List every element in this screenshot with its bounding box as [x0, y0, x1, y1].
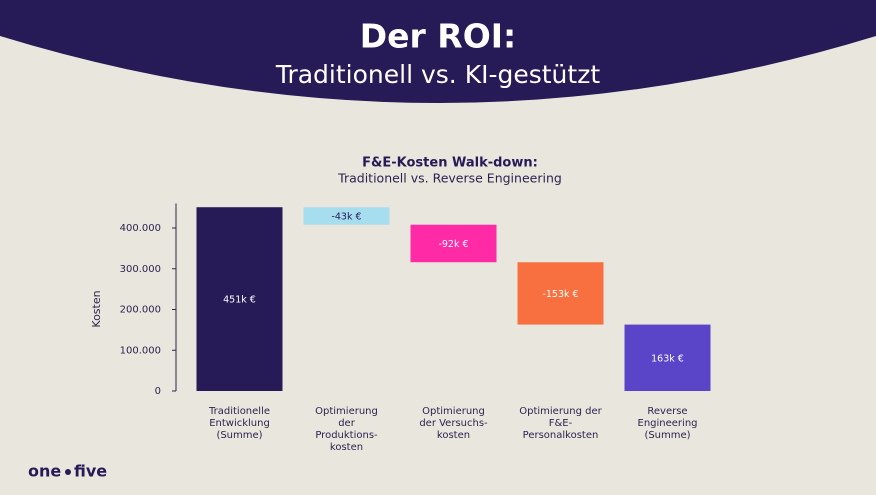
- logo-dot: [65, 469, 71, 475]
- chart-title: F&E-Kosten Walk-down:: [362, 156, 538, 171]
- y-tick-label: 0: [155, 386, 161, 397]
- value-label: -92k €: [438, 239, 468, 250]
- bar: [517, 262, 604, 325]
- y-tick-label: 100.000: [120, 345, 161, 356]
- x-tick-label: Optimierung der Versuchs- kosten: [419, 406, 488, 441]
- slide-subtitle: Traditionell vs. KI-gestützt: [275, 60, 600, 89]
- bar: [410, 224, 497, 263]
- header-shape: [0, 0, 876, 103]
- value-label: -43k €: [331, 211, 361, 222]
- value-label: -153k €: [542, 289, 578, 300]
- value-label: 451k €: [223, 295, 256, 306]
- logo-left: one: [28, 462, 61, 481]
- y-tick-label: 400.000: [120, 223, 161, 234]
- slide-title: Der ROI:: [360, 17, 516, 56]
- chart-subtitle: Traditionell vs. Reverse Engineering: [337, 171, 562, 186]
- y-axis-label: Kosten: [90, 290, 103, 327]
- bar: [624, 324, 711, 391]
- y-tick-label: 200.000: [120, 305, 161, 316]
- x-tick-label: Reverse Engineering (Summe): [637, 406, 698, 441]
- x-tick-label: Traditionelle Entwicklung (Summe): [208, 406, 271, 441]
- bar: [196, 207, 283, 391]
- bar: [303, 207, 390, 225]
- value-label: 163k €: [651, 353, 684, 364]
- logo-right: five: [74, 462, 107, 481]
- y-tick-label: 300.000: [120, 264, 161, 275]
- x-tick-label: Optimierung der F&E- Personalkosten: [519, 406, 602, 441]
- x-tick-label: Optimierung der Produktions- kosten: [315, 406, 378, 453]
